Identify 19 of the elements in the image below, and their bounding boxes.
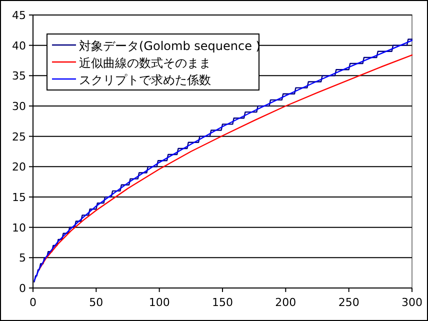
- y-tick-label: 5: [19, 252, 26, 265]
- y-tick-label: 20: [12, 160, 26, 174]
- legend-label: スクリプトで求めた係数: [79, 73, 211, 87]
- y-tick-label: 10: [12, 221, 26, 234]
- x-tick-label: 250: [338, 296, 360, 309]
- x-tick-label: 50: [89, 296, 104, 309]
- x-tick-label: 200: [275, 296, 296, 309]
- y-tick-label: 40: [12, 39, 26, 52]
- x-tick-label: 100: [148, 296, 170, 309]
- x-tick-label: 300: [402, 296, 422, 309]
- y-tick-label: 15: [12, 191, 26, 204]
- y-tick-label: 25: [12, 130, 26, 144]
- y-tick-label: 0: [19, 282, 26, 295]
- legend-label: 近似曲線の数式そのまま: [79, 56, 211, 70]
- x-tick-label: 0: [30, 296, 36, 309]
- x-tick-label: 150: [212, 296, 233, 309]
- y-tick-label: 35: [12, 70, 26, 83]
- y-tick-label: 30: [12, 100, 26, 113]
- y-tick-label: 45: [12, 9, 26, 22]
